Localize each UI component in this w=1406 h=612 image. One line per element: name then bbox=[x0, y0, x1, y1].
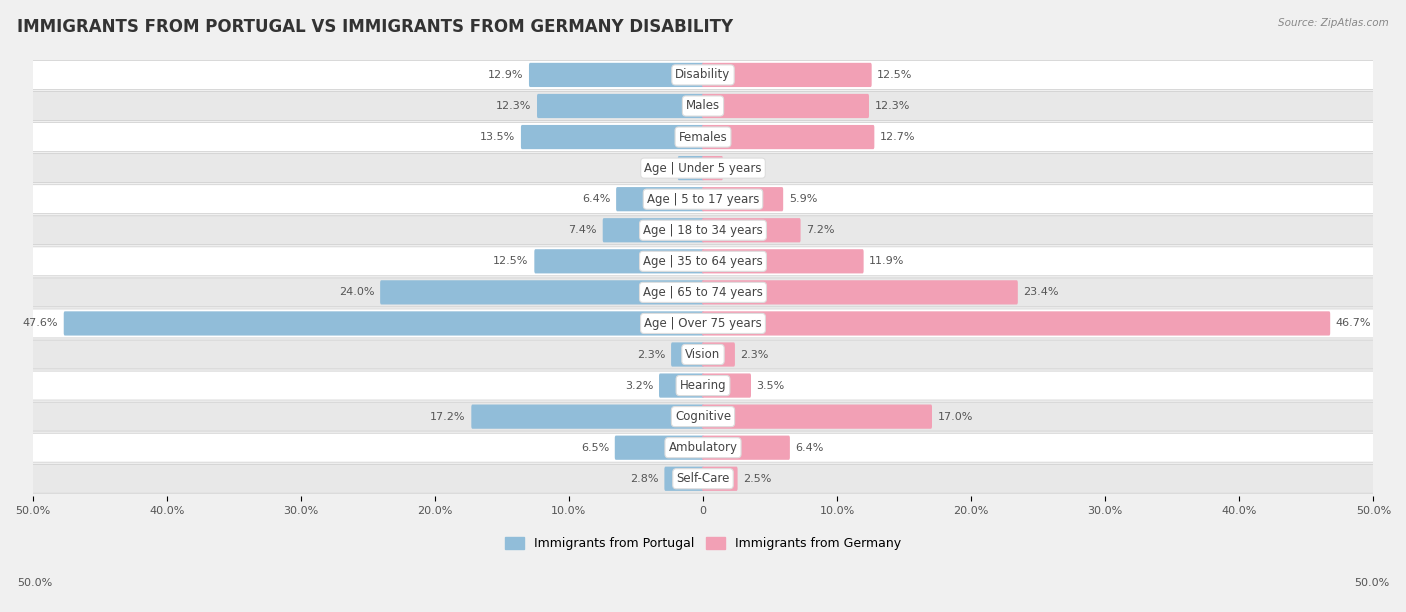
FancyBboxPatch shape bbox=[32, 402, 1374, 431]
Text: Age | 35 to 64 years: Age | 35 to 64 years bbox=[643, 255, 763, 268]
Text: 2.3%: 2.3% bbox=[637, 349, 665, 359]
Text: 12.5%: 12.5% bbox=[494, 256, 529, 266]
Text: 47.6%: 47.6% bbox=[22, 318, 58, 329]
FancyBboxPatch shape bbox=[32, 340, 1374, 369]
FancyBboxPatch shape bbox=[32, 92, 1374, 121]
Legend: Immigrants from Portugal, Immigrants from Germany: Immigrants from Portugal, Immigrants fro… bbox=[499, 532, 907, 555]
FancyBboxPatch shape bbox=[32, 185, 1374, 214]
FancyBboxPatch shape bbox=[32, 61, 1374, 89]
Text: 5.9%: 5.9% bbox=[789, 194, 817, 204]
Text: Age | 5 to 17 years: Age | 5 to 17 years bbox=[647, 193, 759, 206]
FancyBboxPatch shape bbox=[529, 63, 704, 87]
FancyBboxPatch shape bbox=[603, 218, 704, 242]
Text: 6.4%: 6.4% bbox=[582, 194, 610, 204]
FancyBboxPatch shape bbox=[616, 187, 704, 211]
FancyBboxPatch shape bbox=[471, 405, 704, 429]
FancyBboxPatch shape bbox=[522, 125, 704, 149]
Text: 12.5%: 12.5% bbox=[877, 70, 912, 80]
Text: 7.4%: 7.4% bbox=[568, 225, 598, 235]
FancyBboxPatch shape bbox=[702, 373, 751, 398]
Text: 2.5%: 2.5% bbox=[744, 474, 772, 483]
FancyBboxPatch shape bbox=[32, 247, 1374, 276]
FancyBboxPatch shape bbox=[659, 373, 704, 398]
Text: 13.5%: 13.5% bbox=[479, 132, 515, 142]
Text: 7.2%: 7.2% bbox=[806, 225, 835, 235]
Text: 50.0%: 50.0% bbox=[1354, 578, 1389, 588]
Text: 6.5%: 6.5% bbox=[581, 442, 609, 453]
FancyBboxPatch shape bbox=[702, 405, 932, 429]
Text: 12.9%: 12.9% bbox=[488, 70, 523, 80]
FancyBboxPatch shape bbox=[702, 218, 800, 242]
Text: 46.7%: 46.7% bbox=[1336, 318, 1371, 329]
FancyBboxPatch shape bbox=[702, 280, 1018, 305]
FancyBboxPatch shape bbox=[614, 436, 704, 460]
Text: 2.3%: 2.3% bbox=[741, 349, 769, 359]
Text: Ambulatory: Ambulatory bbox=[668, 441, 738, 454]
Text: Vision: Vision bbox=[685, 348, 721, 361]
Text: 12.3%: 12.3% bbox=[875, 101, 910, 111]
FancyBboxPatch shape bbox=[32, 309, 1374, 338]
Text: 17.0%: 17.0% bbox=[938, 412, 973, 422]
FancyBboxPatch shape bbox=[702, 187, 783, 211]
Text: Age | Over 75 years: Age | Over 75 years bbox=[644, 317, 762, 330]
FancyBboxPatch shape bbox=[32, 278, 1374, 307]
Text: 11.9%: 11.9% bbox=[869, 256, 904, 266]
Text: 6.4%: 6.4% bbox=[796, 442, 824, 453]
Text: Cognitive: Cognitive bbox=[675, 410, 731, 423]
FancyBboxPatch shape bbox=[678, 156, 704, 180]
FancyBboxPatch shape bbox=[665, 466, 704, 491]
Text: 12.7%: 12.7% bbox=[880, 132, 915, 142]
FancyBboxPatch shape bbox=[702, 125, 875, 149]
FancyBboxPatch shape bbox=[702, 466, 738, 491]
Text: Females: Females bbox=[679, 130, 727, 144]
Text: IMMIGRANTS FROM PORTUGAL VS IMMIGRANTS FROM GERMANY DISABILITY: IMMIGRANTS FROM PORTUGAL VS IMMIGRANTS F… bbox=[17, 18, 733, 36]
FancyBboxPatch shape bbox=[32, 154, 1374, 182]
FancyBboxPatch shape bbox=[32, 371, 1374, 400]
FancyBboxPatch shape bbox=[702, 156, 723, 180]
Text: 12.3%: 12.3% bbox=[496, 101, 531, 111]
Text: Hearing: Hearing bbox=[679, 379, 727, 392]
Text: Males: Males bbox=[686, 100, 720, 113]
FancyBboxPatch shape bbox=[702, 312, 1330, 335]
Text: 3.5%: 3.5% bbox=[756, 381, 785, 390]
Text: 23.4%: 23.4% bbox=[1024, 288, 1059, 297]
FancyBboxPatch shape bbox=[702, 94, 869, 118]
Text: Age | 18 to 34 years: Age | 18 to 34 years bbox=[643, 224, 763, 237]
Text: Age | 65 to 74 years: Age | 65 to 74 years bbox=[643, 286, 763, 299]
Text: Self-Care: Self-Care bbox=[676, 472, 730, 485]
Text: Disability: Disability bbox=[675, 69, 731, 81]
FancyBboxPatch shape bbox=[702, 342, 735, 367]
Text: 17.2%: 17.2% bbox=[430, 412, 465, 422]
FancyBboxPatch shape bbox=[537, 94, 704, 118]
Text: 3.2%: 3.2% bbox=[626, 381, 654, 390]
FancyBboxPatch shape bbox=[702, 63, 872, 87]
FancyBboxPatch shape bbox=[32, 433, 1374, 462]
Text: 50.0%: 50.0% bbox=[17, 578, 52, 588]
Text: 1.4%: 1.4% bbox=[728, 163, 756, 173]
FancyBboxPatch shape bbox=[32, 122, 1374, 152]
Text: 24.0%: 24.0% bbox=[339, 288, 374, 297]
FancyBboxPatch shape bbox=[702, 436, 790, 460]
FancyBboxPatch shape bbox=[32, 216, 1374, 245]
Text: Source: ZipAtlas.com: Source: ZipAtlas.com bbox=[1278, 18, 1389, 28]
FancyBboxPatch shape bbox=[32, 465, 1374, 493]
Text: 2.8%: 2.8% bbox=[630, 474, 659, 483]
FancyBboxPatch shape bbox=[702, 249, 863, 274]
FancyBboxPatch shape bbox=[534, 249, 704, 274]
Text: Age | Under 5 years: Age | Under 5 years bbox=[644, 162, 762, 174]
Text: 1.8%: 1.8% bbox=[644, 163, 672, 173]
FancyBboxPatch shape bbox=[380, 280, 704, 305]
FancyBboxPatch shape bbox=[63, 312, 704, 335]
FancyBboxPatch shape bbox=[671, 342, 704, 367]
